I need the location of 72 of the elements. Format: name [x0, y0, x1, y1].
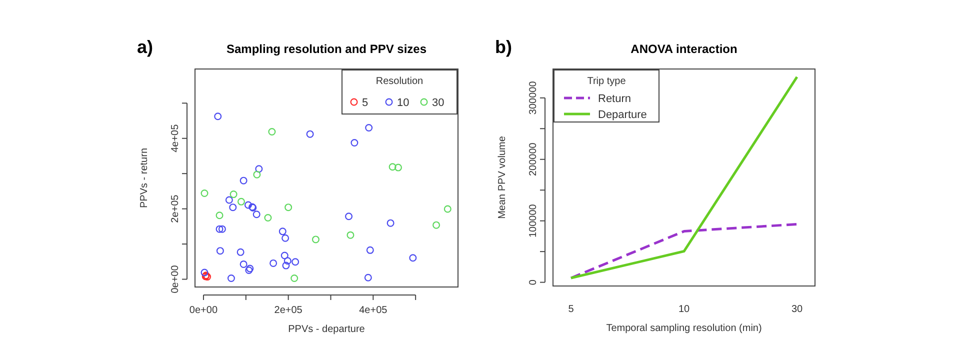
x-tick-label: 4e+05	[359, 305, 388, 316]
x-axis-title: Temporal sampling resolution (min)	[606, 323, 762, 334]
point	[200, 268, 208, 276]
point	[345, 212, 353, 220]
point	[252, 210, 260, 218]
y-tick-label: 200000	[528, 142, 539, 176]
point	[366, 246, 374, 254]
point	[282, 262, 290, 270]
legend-label: 5	[362, 97, 368, 109]
point	[253, 170, 261, 178]
point	[306, 130, 314, 138]
legend-label: Return	[598, 93, 632, 105]
legend-title: Resolution	[376, 76, 424, 87]
point	[394, 164, 402, 172]
point	[244, 201, 252, 209]
point	[444, 205, 452, 213]
legend-title: Trip type	[587, 76, 626, 87]
point	[346, 231, 354, 239]
point	[230, 190, 238, 198]
point	[216, 247, 224, 255]
text: b)	[495, 37, 512, 57]
legend-label: Departure	[598, 109, 647, 121]
point	[264, 214, 272, 222]
legend-label: 10	[397, 97, 410, 109]
point	[284, 257, 292, 265]
point	[280, 252, 288, 260]
point	[216, 212, 224, 220]
point	[409, 254, 417, 262]
point	[388, 163, 396, 171]
point	[227, 274, 235, 282]
point	[386, 219, 394, 227]
y-tick-label: 0	[528, 279, 539, 286]
point	[268, 128, 276, 136]
point	[364, 274, 372, 282]
point	[270, 259, 278, 267]
point	[292, 258, 300, 266]
point	[236, 248, 244, 256]
point	[282, 234, 290, 242]
point	[350, 139, 358, 147]
point	[218, 225, 226, 233]
point	[290, 274, 298, 282]
x-tick-label: 5	[568, 304, 574, 315]
y-tick-label: 2e+05	[170, 194, 181, 223]
point	[278, 228, 286, 236]
point	[365, 124, 373, 132]
x-axis-title: PPVs - departure	[288, 324, 366, 335]
x-tick-label: 2e+05	[274, 305, 303, 316]
legend-label: 30	[432, 97, 444, 109]
y-axis-title: PPVs - return	[139, 148, 150, 208]
y-tick-label: 100000	[528, 204, 539, 238]
y-axis-title: Mean PPV volume	[497, 136, 508, 219]
chart-title: Sampling resolution and PPV sizes	[226, 42, 427, 56]
text: a)	[137, 37, 154, 57]
point	[229, 204, 237, 212]
x-tick-label: 0e+00	[189, 305, 218, 316]
point	[237, 198, 245, 206]
y-tick-label: 0e+00	[170, 264, 181, 294]
y-tick-label: 300000	[528, 80, 539, 115]
y-tick-label: 4e+05	[170, 124, 181, 152]
point	[284, 204, 292, 212]
x-tick-label: 30	[791, 304, 803, 315]
point	[240, 176, 248, 184]
point	[216, 225, 224, 233]
chart-title: ANOVA interaction	[630, 42, 738, 56]
point	[255, 165, 263, 173]
point	[200, 190, 208, 198]
point	[214, 112, 222, 120]
point	[240, 260, 248, 268]
point	[225, 196, 233, 204]
point	[312, 236, 320, 244]
point	[432, 221, 440, 229]
x-tick-label: 10	[678, 304, 690, 315]
